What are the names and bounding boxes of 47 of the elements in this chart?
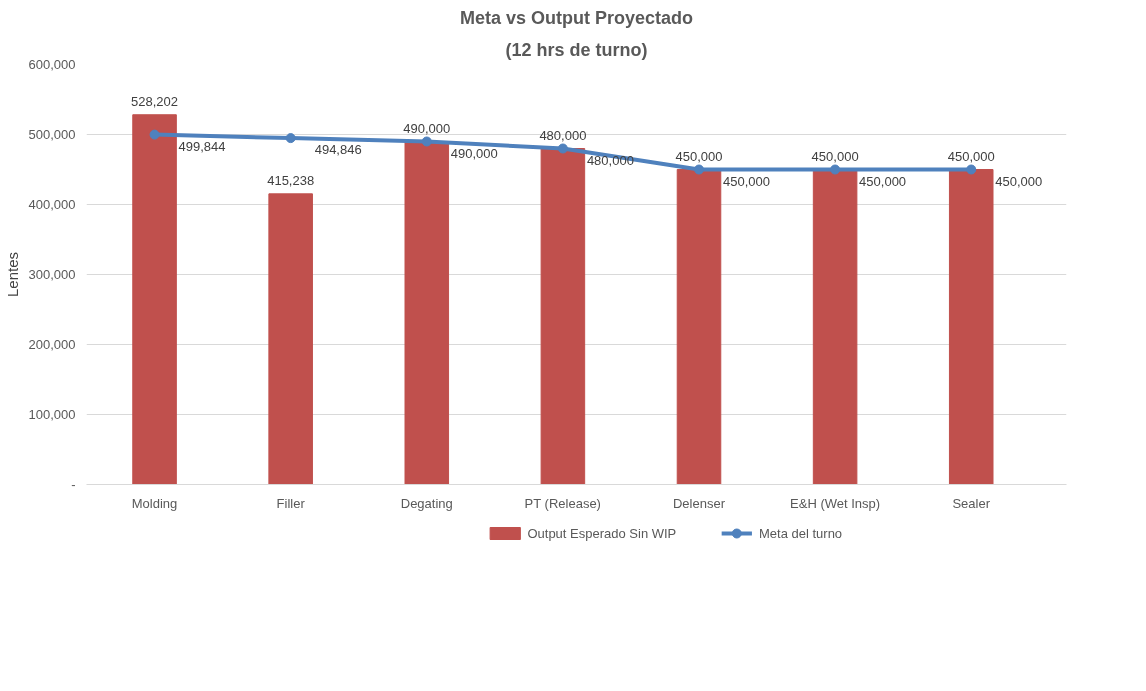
- x-tick-label: Delenser: [672, 495, 726, 511]
- data-label: 450,000: [675, 148, 723, 164]
- y-tick-label: -: [71, 477, 76, 492]
- data-label: 450,000: [947, 148, 995, 164]
- data-label: 494,846: [314, 142, 362, 158]
- legend-label: Output Esperado Sin WIP: [527, 526, 677, 541]
- x-tick-label: Sealer: [952, 495, 991, 511]
- bar: [404, 141, 450, 485]
- bar: [948, 169, 994, 485]
- data-label: 415,238: [267, 172, 315, 188]
- point: [694, 164, 704, 175]
- point: [421, 136, 432, 147]
- chart-subtitle: (12 hrs de turno): [505, 39, 648, 60]
- point: [285, 133, 296, 144]
- point: [557, 143, 568, 154]
- data-label: 490,000: [403, 120, 451, 136]
- point: [149, 129, 160, 140]
- point: [966, 164, 977, 175]
- legend-label: Meta del turno: [759, 526, 843, 541]
- y-tick-label: 200,000: [28, 337, 76, 352]
- data-label: 450,000: [995, 173, 1043, 189]
- y-tick-label: 300,000: [28, 267, 76, 282]
- y-tick-label: 600,000: [28, 57, 76, 72]
- bar: [268, 193, 313, 485]
- x-tick-label: Molding: [131, 495, 178, 511]
- data-label: 528,202: [131, 93, 179, 109]
- bar: [812, 169, 858, 485]
- data-label: 480,000: [586, 152, 634, 168]
- data-label: 450,000: [723, 173, 770, 189]
- data-label: 480,000: [539, 127, 587, 143]
- x-tick-label: PT (Release): [524, 495, 601, 511]
- bar: [132, 114, 177, 485]
- data-label: 450,000: [859, 173, 907, 189]
- x-tick-label: E&H (Wet Insp): [790, 495, 881, 511]
- x-tick-label: Degating: [400, 495, 453, 511]
- bar: [540, 148, 586, 485]
- y-tick-label: 500,000: [28, 127, 76, 142]
- y-tick-label: 400,000: [28, 197, 76, 212]
- x-tick-label: Filler: [276, 495, 306, 511]
- point: [830, 164, 841, 175]
- data-label: 499,844: [178, 138, 226, 154]
- y-tick-label: 100,000: [28, 407, 76, 422]
- y-axis-title: Lentes: [3, 251, 21, 298]
- bar: [676, 169, 722, 485]
- data-label: 450,000: [811, 148, 859, 164]
- chart-title: Meta vs Output Proyectado: [459, 7, 694, 28]
- data-label: 490,000: [450, 145, 498, 161]
